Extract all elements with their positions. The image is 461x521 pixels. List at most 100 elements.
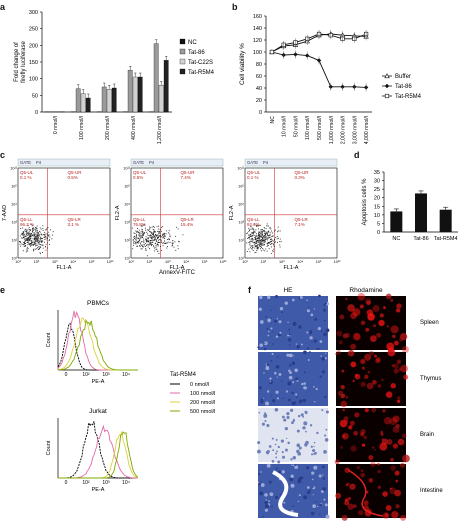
he-texture	[266, 423, 270, 428]
event-dot	[149, 234, 151, 236]
event-dot	[42, 244, 44, 246]
legend-label: 500 nmol/l	[190, 409, 215, 415]
legend-label: Tat-86	[188, 50, 205, 56]
event-dot	[28, 238, 30, 240]
event-dot	[259, 238, 261, 239]
event-dot	[258, 236, 260, 238]
y-tick-label: 160	[253, 14, 262, 20]
event-dot	[250, 241, 252, 243]
rhodamine-texture	[345, 332, 351, 338]
gate-header	[130, 158, 224, 167]
event-dot	[258, 235, 260, 237]
event-dot	[147, 241, 149, 242]
rhodamine-texture	[352, 379, 355, 383]
rhodamine-texture	[368, 478, 374, 483]
event-dot	[161, 240, 162, 242]
event-dot	[24, 245, 26, 247]
event-dot	[32, 227, 34, 229]
legend-label: Tat-C22S	[188, 60, 213, 66]
event-dot	[261, 247, 262, 248]
event-dot	[252, 241, 253, 243]
event-dot	[39, 227, 41, 229]
event-dot	[262, 230, 264, 232]
event-dot	[265, 236, 267, 238]
event-dot	[25, 233, 27, 235]
event-dot	[259, 239, 261, 241]
event-dot	[182, 234, 184, 236]
he-texture	[271, 352, 274, 355]
y-tick-label: 0	[35, 110, 38, 116]
event-dot	[154, 231, 156, 233]
event-dot	[20, 245, 22, 247]
event-dot	[264, 239, 266, 241]
event-dot	[262, 239, 264, 241]
event-dot	[30, 236, 32, 238]
event-dot	[157, 250, 159, 252]
event-dot	[266, 223, 268, 225]
he-texture	[323, 308, 327, 312]
event-dot	[36, 228, 38, 230]
rhodamine-texture	[338, 340, 343, 345]
event-dot	[259, 235, 261, 237]
event-dot	[22, 233, 24, 235]
he-texture	[300, 413, 304, 417]
event-dot	[160, 236, 162, 238]
rhodamine-texture	[352, 308, 361, 317]
histogram-panel-e: PBMCs 0 10² 10³ 10⁴ PE-A Count Jurkat 0 10² 10³ 10⁴…	[46, 300, 215, 493]
event-dot	[255, 243, 257, 244]
event-dot	[256, 241, 258, 243]
rhodamine-texture	[392, 364, 395, 367]
event-dot	[271, 246, 272, 248]
event-dot	[268, 237, 270, 239]
he-texture	[311, 341, 313, 343]
he-texture	[320, 330, 323, 332]
event-dot	[30, 244, 32, 246]
he-texture	[319, 513, 321, 516]
event-dot	[38, 238, 40, 240]
he-texture	[313, 445, 315, 448]
event-dot	[252, 245, 254, 247]
event-dot	[259, 243, 261, 245]
event-dot	[28, 242, 30, 244]
event-dot	[33, 233, 35, 235]
event-dot	[45, 233, 47, 235]
flow-y-tick: 10³	[239, 221, 245, 225]
event-dot	[177, 248, 179, 250]
event-dot	[151, 245, 152, 247]
he-texture	[296, 443, 301, 448]
he-texture	[323, 304, 326, 307]
event-dot	[37, 237, 39, 239]
rhodamine-texture	[364, 353, 372, 361]
he-texture	[319, 375, 322, 378]
he-texture	[309, 336, 313, 340]
event-dot	[48, 240, 50, 242]
event-dot	[261, 245, 263, 247]
flow-y-tick: 10⁴	[238, 203, 244, 207]
x-tick-label: 3,000 nmol/l	[352, 116, 358, 144]
event-dot	[252, 239, 254, 241]
event-dot	[271, 239, 273, 241]
hist-curve	[57, 318, 138, 371]
event-dot	[168, 230, 170, 232]
rhodamine-texture	[377, 485, 381, 489]
he-texture	[294, 368, 298, 373]
event-dot	[143, 240, 145, 242]
quadrant-label: Q5-LR	[180, 217, 194, 222]
event-dot	[34, 240, 36, 241]
event-dot	[35, 226, 36, 228]
event-dot	[178, 241, 180, 243]
he-texture	[325, 428, 328, 431]
rhodamine-texture	[396, 396, 401, 400]
event-dot	[139, 235, 141, 237]
flow-x-label: FL1-A	[170, 265, 185, 271]
rhodamine-texture	[365, 327, 370, 332]
event-dot	[145, 238, 147, 240]
legend-label: 100 nmol/l	[190, 391, 215, 397]
legend-label: 0 nmol/l	[190, 382, 209, 388]
event-dot	[255, 251, 257, 253]
event-dot	[262, 235, 264, 237]
event-dot	[29, 229, 31, 230]
flow-y-tick: 10²	[239, 239, 245, 243]
event-dot	[23, 232, 25, 234]
rhodamine-texture	[374, 354, 377, 358]
